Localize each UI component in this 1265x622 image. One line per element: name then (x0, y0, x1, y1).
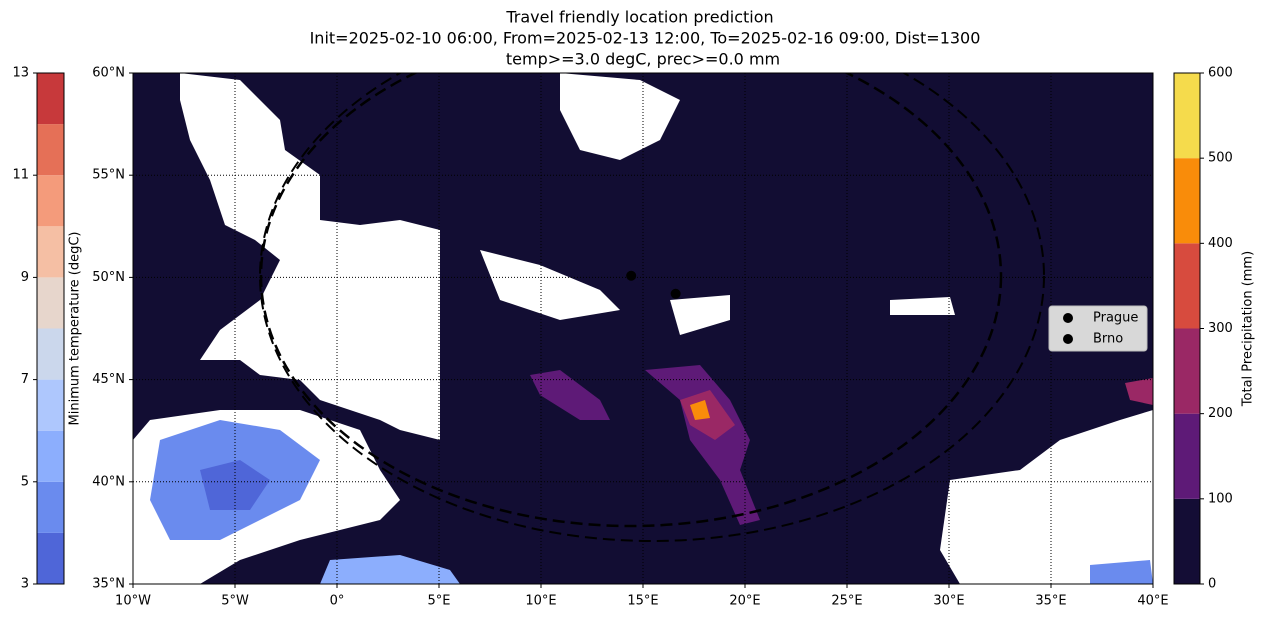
distance-circle (259, 73, 1045, 542)
legend (1048, 305, 1148, 352)
city-marker (626, 270, 637, 281)
city-marker (670, 288, 681, 299)
x-tick-label: 20°E (729, 594, 760, 609)
title-line: Travel friendly location prediction (505, 8, 773, 27)
y-tick-label: 55°N (92, 168, 125, 183)
colorbar-tick-label: 100 (1208, 491, 1233, 506)
colorbar-tick-label: 5 (21, 474, 29, 489)
colorbar-segment (37, 124, 64, 176)
x-tick-label: 5°W (221, 594, 249, 609)
land-region (670, 295, 730, 335)
colorbar-segment (1174, 498, 1200, 584)
y-tick-label: 40°N (92, 474, 125, 489)
colorbar-tick-label: 300 (1208, 321, 1233, 336)
colorbar-tick-label: 200 (1208, 406, 1233, 421)
y-tick-label: 45°N (92, 372, 125, 387)
x-tick-label: 35°E (1035, 594, 1066, 609)
legend-label: Brno (1093, 332, 1123, 347)
land-region (560, 73, 680, 160)
y-tick-label: 60°N (92, 66, 125, 81)
x-tick-label: 10°W (115, 594, 151, 609)
map-area (133, 73, 1153, 584)
land-region (480, 250, 620, 320)
x-tick-label: 30°E (933, 594, 964, 609)
precip-patch (690, 400, 710, 420)
colorbar-segment (37, 379, 64, 431)
colorbar-tick-label: 13 (12, 66, 29, 81)
colorbar-segment (1174, 158, 1200, 244)
legend-marker (1063, 313, 1073, 323)
x-tick-label: 0° (330, 594, 345, 609)
land-region (940, 410, 1153, 584)
colorbar-frame (36, 72, 65, 585)
legend-marker (1063, 334, 1073, 344)
x-tick-label: 10°E (525, 594, 556, 609)
colorbar-segment (37, 481, 64, 533)
distance-circle (259, 73, 1003, 528)
colorbar-segment (37, 328, 64, 380)
y-tick-label: 50°N (92, 270, 125, 285)
land-region (180, 73, 440, 440)
colorbar-segment (37, 73, 64, 125)
precip-patch (645, 365, 760, 525)
x-tick-label: 15°E (627, 594, 658, 609)
colorbar-tick-label: 7 (21, 372, 29, 387)
colorbar-label: Total Precipitation (mm) (1241, 251, 1256, 407)
title-line: temp>=3.0 degC, prec>=0.0 mm (506, 50, 780, 69)
legend-label: Prague (1093, 311, 1138, 326)
colorbar-tick-label: 0 (1208, 577, 1216, 592)
colorbar-segment (1174, 413, 1200, 499)
colorbar-segment (37, 277, 64, 329)
x-tick-label: 40°E (1137, 594, 1168, 609)
precip-patch (530, 370, 610, 420)
colorbar-tick-label: 11 (12, 168, 29, 183)
colorbar-segment (37, 532, 64, 584)
land-region (890, 297, 955, 315)
colorbar-segment (1174, 328, 1200, 414)
colorbar-segment (37, 430, 64, 482)
colorbar-segment (1174, 243, 1200, 329)
x-tick-label: 5°E (428, 594, 451, 609)
title-line: Init=2025-02-10 06:00, From=2025-02-13 1… (310, 29, 981, 48)
colorbar-segment (37, 175, 64, 227)
colorbar-segment (1174, 73, 1200, 159)
temp-patch (1090, 560, 1153, 584)
legend-items: Prague Brno (1063, 311, 1138, 347)
precip-patch (1125, 378, 1153, 405)
colorbar-tick-label: 500 (1208, 151, 1233, 166)
temp-patch (320, 555, 460, 584)
y-tick-label: 35°N (92, 577, 125, 592)
colorbars: 3 5 7 9 11 13 Minimum temperature (degC) 0 100 20… (12, 66, 1255, 592)
x-tick-label: 25°E (831, 594, 862, 609)
colorbar-tick-label: 400 (1208, 236, 1233, 251)
colorbar-tick-label: 600 (1208, 66, 1233, 81)
colorbar-label: Minimum temperature (degC) (68, 232, 83, 426)
colorbar-tick-label: 3 (21, 577, 29, 592)
colorbar-segment (37, 226, 64, 278)
colorbar-tick-label: 9 (21, 270, 29, 285)
